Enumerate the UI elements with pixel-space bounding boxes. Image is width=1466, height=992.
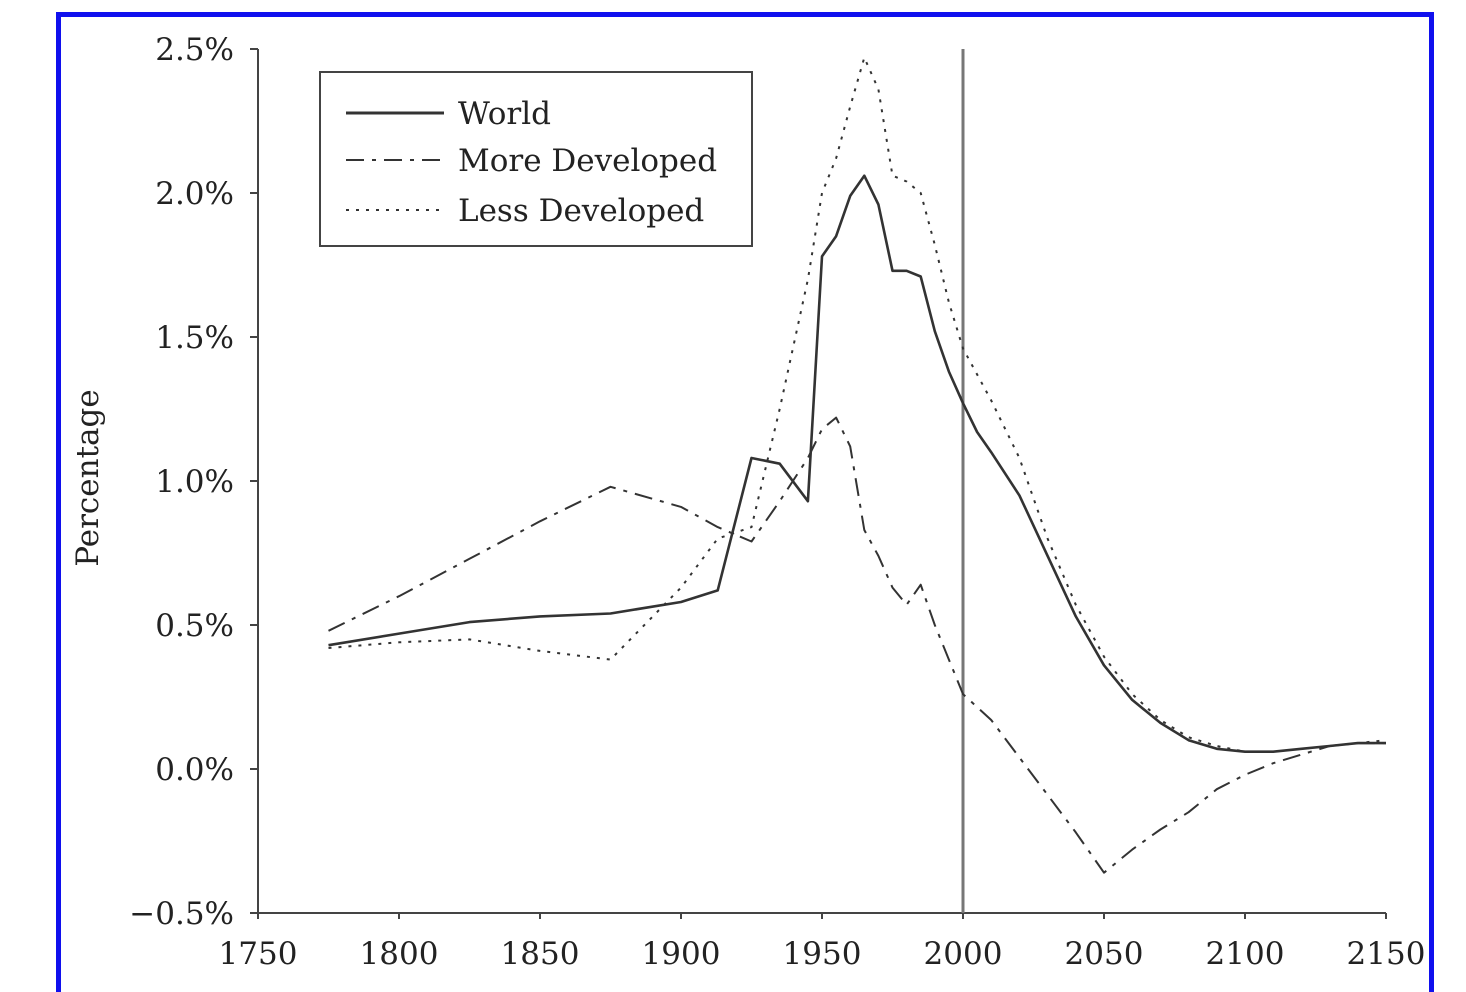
x-tick-label: 1950	[783, 936, 862, 972]
series-line-world	[328, 174, 1386, 754]
legend-label: More Developed	[458, 143, 717, 179]
series-group	[328, 56, 1387, 874]
x-tick-label: 2100	[1206, 936, 1285, 972]
x-tick-label: 1750	[219, 936, 298, 972]
y-tick-label: 0.5%	[155, 608, 234, 644]
x-tick-label: 1850	[501, 936, 580, 972]
series-line-more-developed	[328, 416, 1386, 874]
y-tick-label: 0.0%	[155, 752, 234, 788]
chart-frame	[56, 12, 1434, 992]
y-tick-label: 1.5%	[155, 320, 234, 356]
x-tick-label: 1900	[642, 936, 721, 972]
y-tick-label: −0.5%	[129, 896, 234, 932]
legend: World More Developed Less Developed	[319, 71, 753, 247]
x-tick-label: 1800	[360, 936, 439, 972]
y-axis-label: Percentage	[70, 389, 106, 566]
y-tick-label: 1.0%	[155, 464, 234, 500]
x-tick-label: 2000	[924, 936, 1003, 972]
x-tick-label: 2050	[1065, 936, 1144, 972]
axes: −0.5% 0.0% 0.5% 1.0% 1.5% 2.0% 2.5% 1750 1800 185…	[129, 32, 1425, 972]
legend-label: Less Developed	[458, 193, 704, 229]
y-tick-label: 2.0%	[155, 176, 234, 212]
legend-label: World	[458, 96, 551, 132]
y-tick-label: 2.5%	[155, 32, 234, 68]
x-tick-label: 2150	[1347, 936, 1426, 972]
